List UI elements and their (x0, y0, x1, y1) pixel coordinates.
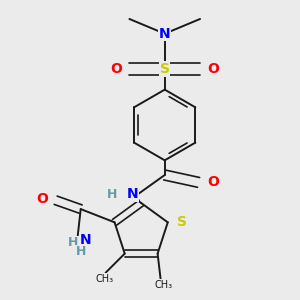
Text: O: O (36, 192, 48, 206)
Text: H: H (107, 188, 118, 201)
Text: S: S (160, 62, 170, 76)
Text: H: H (76, 245, 86, 258)
Text: O: O (207, 62, 219, 76)
Text: H: H (68, 236, 79, 249)
Text: CH₃: CH₃ (154, 280, 172, 290)
Text: O: O (110, 62, 122, 76)
Text: S: S (177, 215, 187, 229)
Text: O: O (207, 176, 219, 189)
Text: N: N (79, 233, 91, 247)
Text: CH₃: CH₃ (95, 274, 113, 284)
Text: N: N (159, 27, 170, 41)
Text: N: N (127, 187, 138, 201)
